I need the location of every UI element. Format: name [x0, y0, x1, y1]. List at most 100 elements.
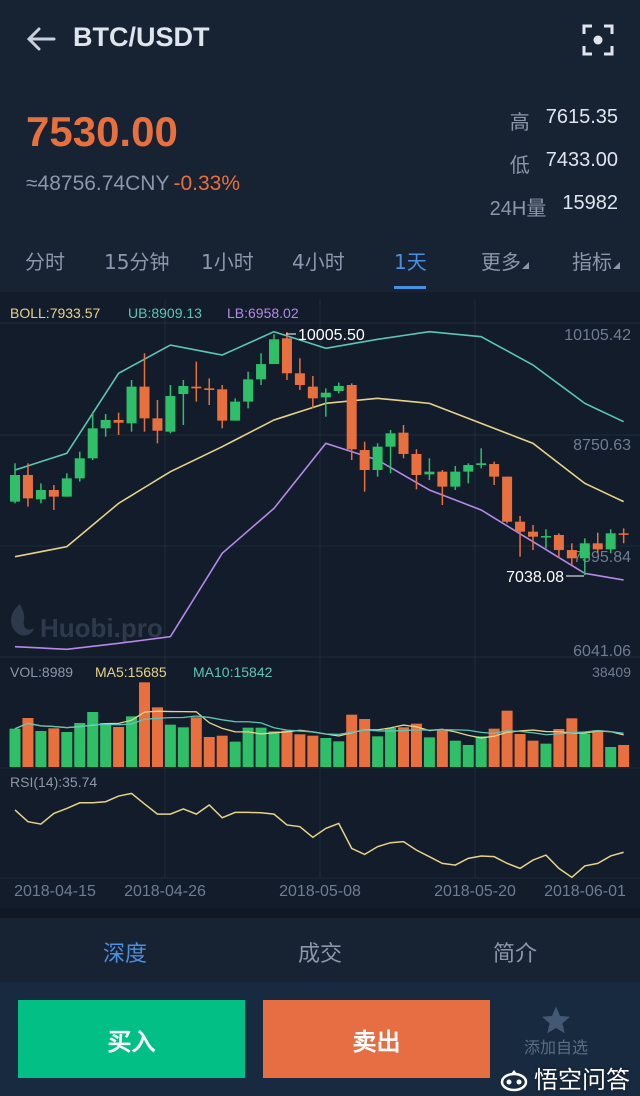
candle-body — [126, 386, 137, 424]
candle — [618, 528, 629, 544]
y-tick-label: 10105.42 — [564, 327, 631, 344]
volume-bar — [346, 714, 358, 767]
tab-4hour[interactable]: 4小时 — [292, 250, 345, 274]
candle — [307, 375, 318, 409]
rsi-line — [14, 792, 624, 879]
vol-max-label: 38409 — [592, 664, 631, 680]
lb-legend: LB:6958.02 — [227, 305, 299, 321]
candle — [113, 412, 124, 435]
candle — [372, 443, 383, 477]
volume-label: 24H量 — [489, 198, 547, 220]
tab-1hour[interactable]: 1小时 — [201, 250, 254, 274]
candle — [256, 353, 267, 386]
candle-body — [618, 533, 629, 535]
fullscreen-icon[interactable] — [582, 24, 614, 56]
sell-button[interactable]: 卖出 — [263, 1000, 490, 1078]
candle-body — [152, 418, 163, 431]
boll-legend: BOLL:7933.57 — [10, 305, 101, 321]
candle-body — [450, 471, 461, 487]
ma5-legend: MA5:15685 — [95, 664, 167, 680]
candle — [320, 388, 331, 417]
volume-bar — [527, 740, 539, 767]
buy-button[interactable]: 买入 — [18, 1000, 245, 1078]
price-cny: ≈48756.74CNY -0.33% — [26, 172, 240, 196]
bollinger-bands — [14, 330, 624, 651]
low-value: 7433.00 — [545, 149, 618, 171]
dropdown-triangle-icon — [522, 262, 529, 269]
kline-chart[interactable]: BOLL:7933.57 UB:8909.13 LB:6958.02 10105… — [0, 292, 640, 908]
stat-high: 高 7615.35 — [510, 106, 618, 135]
candle — [437, 470, 448, 505]
volume-bar — [74, 723, 86, 767]
max-price-label: 10005.50 — [298, 327, 365, 344]
candle — [502, 476, 513, 524]
candle-body — [592, 543, 603, 550]
volume-bar — [242, 727, 254, 767]
candle — [165, 385, 176, 434]
candle-body — [540, 536, 551, 538]
tab-more[interactable]: 更多 — [481, 246, 529, 275]
upper-band-line — [14, 330, 624, 471]
tab-intro[interactable]: 简介 — [492, 942, 538, 967]
volume-bar — [423, 737, 435, 767]
candle-body — [411, 453, 422, 476]
volume-bar — [61, 732, 73, 767]
x-tick-label: 2018-05-20 — [434, 883, 516, 900]
candle-body — [10, 475, 20, 502]
candle-body — [605, 533, 616, 550]
tab-trades[interactable]: 成交 — [297, 942, 343, 967]
lower-band-line — [14, 442, 624, 651]
volume-bar — [203, 737, 215, 767]
candle — [10, 463, 20, 504]
candle-body — [191, 386, 202, 389]
volume-bar — [592, 730, 604, 767]
volume-bar — [22, 718, 34, 767]
candle — [139, 353, 150, 432]
volume-bar — [605, 747, 617, 767]
candle-body — [553, 534, 564, 551]
candle-body — [165, 395, 176, 432]
tab-15min[interactable]: 15分钟 — [104, 250, 170, 274]
tab-1day[interactable]: 1天 — [394, 250, 427, 274]
rsi-legend: RSI(14):35.74 — [10, 774, 97, 790]
candle-body — [476, 463, 487, 466]
candle-body — [346, 385, 357, 450]
volume-bar — [151, 707, 163, 767]
candle — [411, 449, 422, 490]
candle — [476, 448, 487, 469]
volume-bar — [514, 734, 526, 767]
candle — [346, 383, 357, 461]
action-bar: 买入 卖出 添加自选 — [0, 982, 640, 1096]
arrow-left-icon[interactable] — [24, 22, 58, 56]
volume-bar — [35, 730, 47, 767]
volume-bar — [501, 710, 513, 767]
active-tab-indicator — [394, 286, 426, 289]
candle-body — [204, 388, 215, 390]
candle-body — [528, 531, 538, 537]
tab-timeline[interactable]: 分时 — [25, 250, 65, 274]
candle — [294, 358, 305, 390]
add-favorite-button[interactable]: 添加自选 — [515, 1000, 597, 1060]
volume-bar — [320, 738, 332, 767]
candle-body — [139, 386, 150, 419]
candle-body — [424, 471, 435, 475]
ma10-line — [14, 715, 624, 736]
tab-indicators[interactable]: 指标 — [572, 246, 620, 275]
huobi-watermark: Huobi.pro — [11, 604, 163, 643]
volume-bar — [164, 724, 176, 767]
volume-bar — [294, 734, 306, 767]
candle — [281, 332, 292, 381]
candle — [489, 461, 500, 486]
volume-bar — [333, 741, 345, 767]
volume-bar — [618, 744, 630, 767]
interval-tabs: 分时 15分钟 1小时 4小时 1天 更多 指标 — [0, 238, 640, 292]
x-tick-label: 2018-04-15 — [14, 883, 96, 900]
candle-body — [100, 419, 111, 429]
tab-depth[interactable]: 深度 — [102, 942, 148, 967]
y-tick-label: 8750.63 — [573, 437, 631, 454]
star-icon — [542, 1006, 570, 1034]
volume-bar — [372, 736, 384, 767]
candle — [463, 463, 474, 484]
candle-body — [320, 392, 331, 398]
volume-bar — [385, 728, 397, 767]
